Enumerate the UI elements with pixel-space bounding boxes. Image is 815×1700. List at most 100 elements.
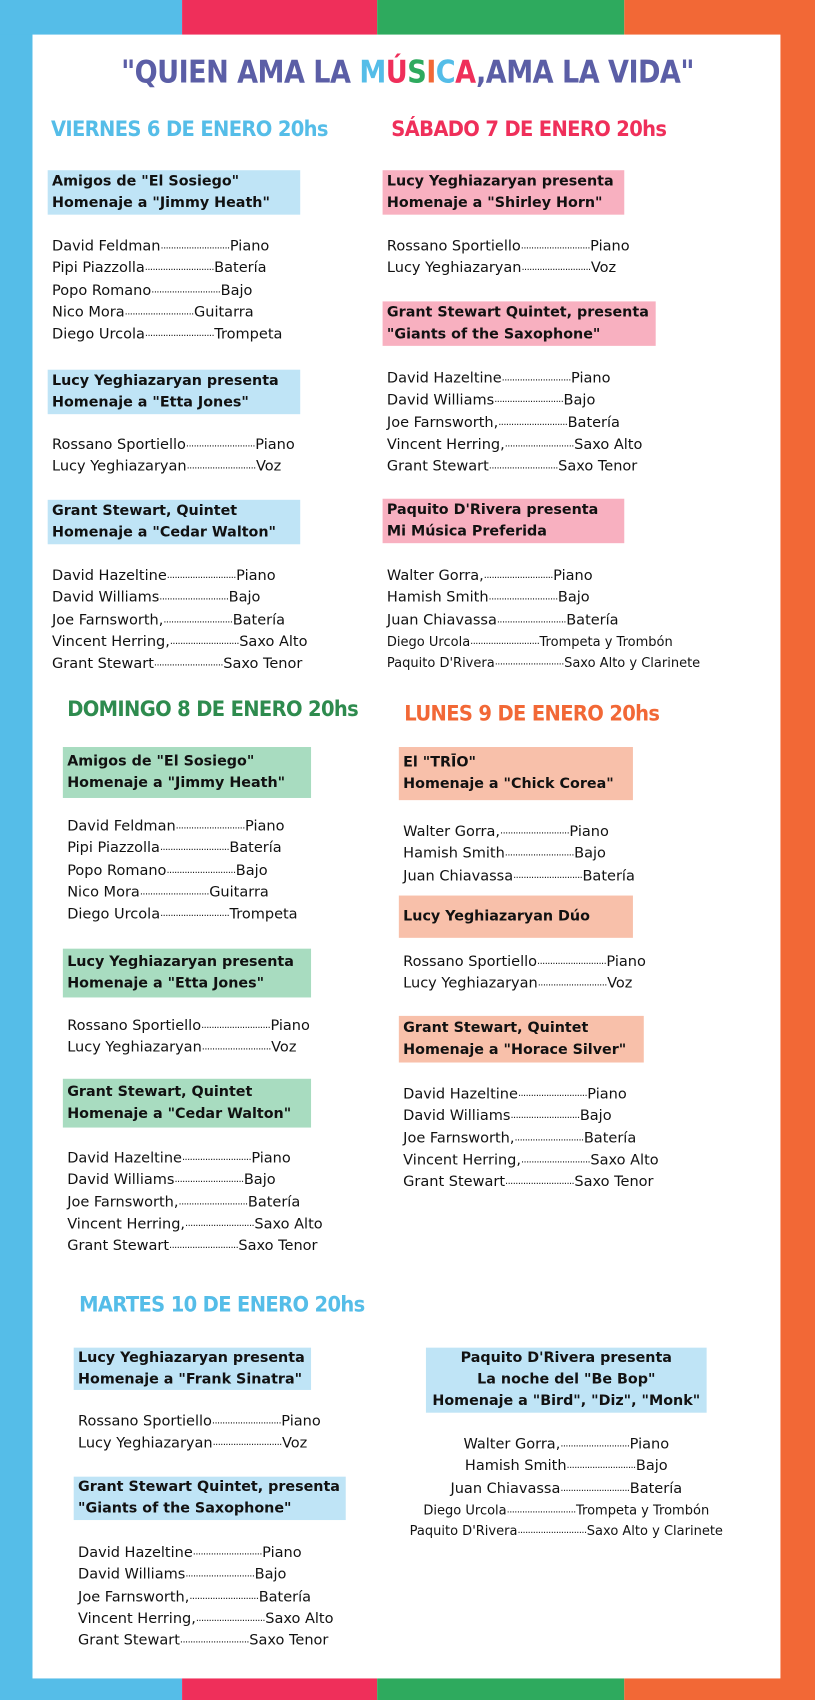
session-title-line: Lucy Yeghiazaryan presenta xyxy=(52,372,279,389)
musician-name: Vincent Herring, xyxy=(403,1152,522,1169)
musician-row: David Feldman Piano xyxy=(52,237,269,255)
dot-leader xyxy=(505,845,574,863)
musician-name: Lucy Yeghiazaryan xyxy=(403,976,538,993)
musician-row: Pipi Piazzolla Batería xyxy=(52,259,266,277)
dot-leader xyxy=(185,1215,254,1233)
dot-leader xyxy=(125,303,194,321)
musician-role: Trompeta y Trombón xyxy=(539,634,673,650)
musician-role: Trompeta xyxy=(229,906,298,923)
musician-row: David Williams Bajo xyxy=(52,589,260,607)
dot-leader xyxy=(196,1610,265,1628)
dot-leader xyxy=(185,1566,254,1584)
musician-name: Diego Urcola xyxy=(423,1502,507,1518)
musician-name: Hamish Smith xyxy=(403,845,505,863)
musician-name: Paquito D'Rivera xyxy=(386,654,495,670)
dot-leader xyxy=(495,654,564,672)
dot-leader xyxy=(510,1107,579,1125)
dot-leader xyxy=(161,237,230,255)
musician-name: Walter Gorra, xyxy=(403,823,501,841)
session-title-box: Amigos de "El Sosiego" Homenaje a "Jimmy … xyxy=(62,747,312,798)
musician-row: Walter Gorra, Piano xyxy=(463,1435,669,1453)
musician-name: Juan Chiavassa xyxy=(403,868,514,885)
musician-role: Batería xyxy=(247,1194,301,1211)
musician-name: Pipi Piazzolla xyxy=(52,260,145,277)
dot-leader xyxy=(517,1522,586,1540)
musician-role: Bajo xyxy=(635,1458,668,1475)
session-title-line: Homenaje a "Etta Jones" xyxy=(67,975,265,992)
dot-leader xyxy=(489,458,558,476)
musician-role: Guitarra xyxy=(209,884,269,901)
musician-row: Juan Chiavassa Batería xyxy=(450,1479,682,1497)
musician-name: Vincent Herring, xyxy=(52,634,170,651)
top-stripe-green xyxy=(377,0,625,35)
musician-name: Rossano Sportiello xyxy=(386,238,521,255)
musician-role: Voz xyxy=(255,458,282,476)
dot-leader xyxy=(186,436,255,454)
day-header: SÁBADO 7 DE ENERO 20hs xyxy=(391,117,667,143)
title-musica: MÚSICA xyxy=(359,54,476,90)
musician-role: Bajo xyxy=(243,1172,276,1189)
musician-name: Vincent Herring, xyxy=(67,1216,186,1233)
musician-row: Rossano Sportiello Piano xyxy=(78,1413,321,1431)
session-title-line: "Giants of the Saxophone" xyxy=(78,1500,292,1517)
musician-role: Batería xyxy=(582,868,635,885)
dot-leader xyxy=(518,1085,587,1103)
musician-role: Saxo Tenor xyxy=(223,656,303,673)
session-title-line: "Giants of the Saxophone" xyxy=(386,325,601,343)
musician-name: Hamish Smith xyxy=(464,1458,567,1475)
musician-name: Hamish Smith xyxy=(386,590,489,607)
musician-name: Vincent Herring, xyxy=(386,436,505,454)
dot-leader xyxy=(180,1632,249,1650)
musician-row: Rossano Sportiello Piano xyxy=(387,237,630,255)
session-title-line: Lucy Yeghiazaryan presenta xyxy=(67,953,294,970)
dot-leader xyxy=(514,1129,583,1147)
musician-row: Grant Stewart Saxo Tenor xyxy=(403,1173,653,1191)
musician-row: Nico Mora Guitarra xyxy=(52,303,254,321)
title-letter: A xyxy=(455,54,477,91)
musician-name: David Williams xyxy=(67,1172,175,1189)
top-stripe-orange xyxy=(624,0,815,35)
musician-role: Saxo Alto xyxy=(574,436,643,454)
session-title-box: Amigos de "El Sosiego" Homenaje a "Jimmy … xyxy=(47,170,301,215)
musician-name: Joe Farnsworth, xyxy=(78,1588,190,1606)
dot-leader xyxy=(560,1435,629,1453)
musician-role: Bajo xyxy=(574,845,606,863)
musician-name: Popo Romano xyxy=(52,282,152,299)
dot-leader xyxy=(212,1413,281,1431)
musician-role: Piano xyxy=(571,370,611,388)
musician-role: Piano xyxy=(606,954,646,971)
dot-leader xyxy=(500,823,569,841)
musician-name: Lucy Yeghiazaryan xyxy=(52,458,187,476)
musician-role: Bajo xyxy=(254,1566,287,1584)
title-letter: I xyxy=(426,54,436,91)
musician-name: Diego Urcola xyxy=(52,326,145,343)
musician-row: Vincent Herring, Saxo Alto xyxy=(52,633,307,651)
dot-leader xyxy=(213,1435,282,1453)
musician-name: Joe Farnsworth, xyxy=(403,1130,515,1147)
musician-name: Grant Stewart xyxy=(67,1238,170,1255)
musician-role: Bajo xyxy=(228,590,261,607)
musician-name: Grant Stewart xyxy=(78,1633,180,1650)
musician-role: Voz xyxy=(607,976,633,993)
session-title-line: Amigos de "El Sosiego" xyxy=(52,172,240,190)
title-after: ,AMA LA VIDA" xyxy=(476,54,694,91)
title-letter: Ú xyxy=(385,54,408,91)
musician-role: Saxo Alto y Clarinete xyxy=(564,654,701,670)
musician-role: Guitarra xyxy=(194,304,254,321)
dot-leader xyxy=(169,1237,238,1255)
session-title-box: Lucy Yeghiazaryan presenta Homenaje a "Sh… xyxy=(382,170,625,215)
musician-name: Lucy Yeghiazaryan xyxy=(78,1435,213,1453)
dot-leader xyxy=(182,1149,251,1167)
musician-role: Piano xyxy=(281,1413,321,1431)
dot-leader xyxy=(507,1501,576,1519)
musician-name: Juan Chiavassa xyxy=(450,1480,561,1497)
session-title-box: Lucy Yeghiazaryan presenta Homenaje a "Et… xyxy=(47,369,301,415)
musician-name: Vincent Herring, xyxy=(78,1611,196,1628)
musician-role: Saxo Tenor xyxy=(249,1633,329,1650)
musician-role: Bajo xyxy=(579,1108,612,1125)
musician-name: Grant Stewart xyxy=(386,458,489,476)
musician-name: Rossano Sportiello xyxy=(78,1413,212,1431)
musician-name: David Williams xyxy=(403,1108,511,1125)
musician-role: Batería xyxy=(232,612,286,629)
